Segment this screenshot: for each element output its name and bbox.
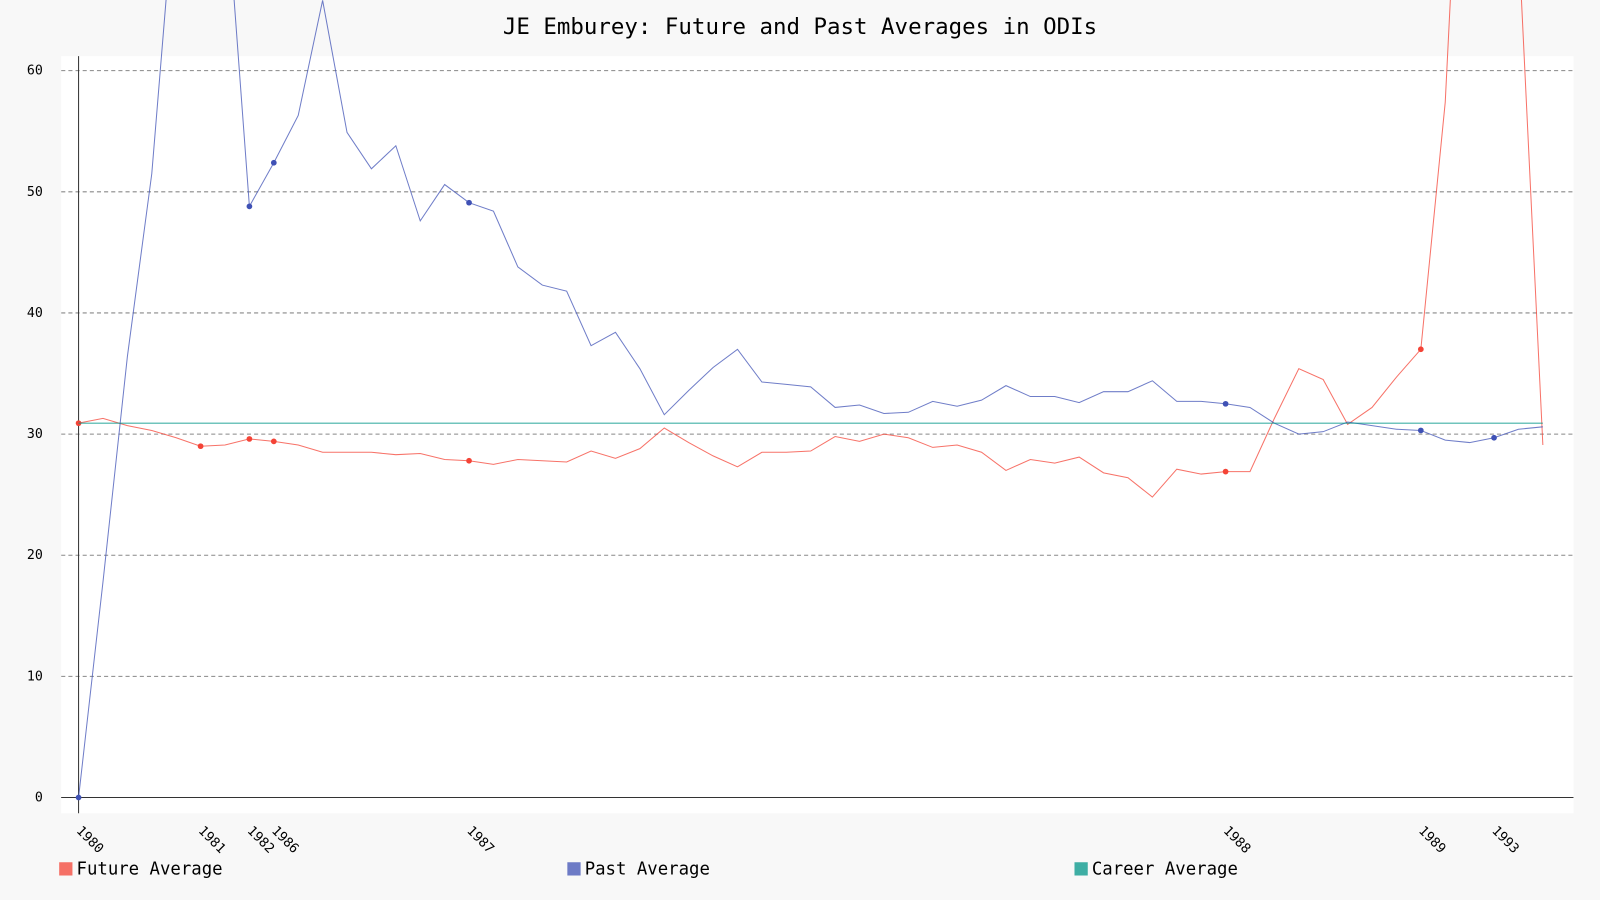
data-point [75, 794, 82, 801]
x-tick-label: 1989 [1415, 824, 1448, 857]
data-point [1417, 346, 1424, 353]
x-tick-label: 1988 [1220, 824, 1253, 857]
x-tick-label: 1980 [73, 824, 106, 857]
y-tick-label: 10 [27, 669, 43, 684]
legend-swatch [1074, 862, 1088, 876]
data-point [246, 203, 253, 210]
y-tick-label: 60 [27, 64, 43, 79]
legend-label: Future Average [77, 859, 223, 879]
data-point [1222, 400, 1229, 407]
series-layer [75, 0, 1544, 801]
data-point [466, 457, 472, 464]
legend-swatch [59, 862, 73, 876]
y-tick-label: 50 [27, 185, 43, 200]
data-point [246, 436, 253, 442]
legend-label: Past Average [585, 859, 710, 879]
y-tick-label: 0 [35, 791, 43, 806]
y-tick-label: 20 [27, 548, 43, 563]
data-point [1491, 434, 1497, 441]
x-tick-label: 1993 [1488, 824, 1521, 857]
data-point [270, 438, 277, 445]
grid [61, 56, 1574, 814]
plot-area [61, 56, 1574, 814]
data-point [75, 420, 82, 427]
chart-title: JE Emburey: Future and Past Averages in … [503, 14, 1097, 40]
series-line [78, 0, 1543, 798]
legend-swatch [567, 862, 581, 876]
data-point [197, 443, 204, 450]
legend-label: Career Average [1092, 859, 1238, 879]
data-point [270, 159, 277, 166]
data-point [466, 199, 472, 206]
x-tick-label: 1987 [463, 824, 496, 857]
x-tick-label: 1982 [244, 824, 277, 857]
x-tick-label: 1981 [195, 824, 228, 857]
y-tick-label: 30 [27, 427, 43, 442]
data-point [1222, 468, 1229, 475]
data-point [1417, 427, 1424, 434]
y-tick-label: 40 [27, 306, 43, 321]
x-tick-label: 1986 [268, 824, 301, 857]
series-line [78, 0, 1544, 498]
